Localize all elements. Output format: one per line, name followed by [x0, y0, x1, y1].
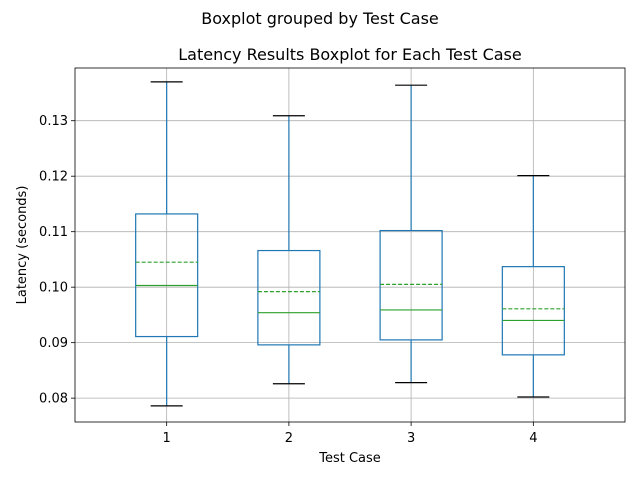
y-tick-label: 0.09: [39, 336, 68, 351]
y-tick-label: 0.08: [39, 392, 68, 407]
box-iqr: [135, 213, 199, 338]
chart-title: Latency Results Boxplot for Each Test Ca…: [178, 45, 521, 64]
ticks: 0.08 0.09 0.10 0.11 0.12 0.13 1 2 3 4: [39, 114, 537, 446]
box-group-2: [257, 115, 321, 385]
box-iqr: [501, 266, 565, 356]
plot-frame: [74, 67, 626, 423]
x-tick-label: 2: [285, 431, 293, 446]
x-axis-label: Test Case: [318, 451, 381, 466]
box-group-4: [501, 175, 565, 398]
x-tick-label: 1: [163, 431, 171, 446]
x-tick-label: 4: [529, 431, 537, 446]
box-iqr: [257, 249, 321, 346]
box-group-3: [379, 84, 443, 384]
box-group-1: [135, 81, 199, 407]
y-tick-label: 0.13: [39, 114, 68, 129]
boxes: [135, 81, 565, 407]
x-tick-label: 3: [407, 431, 415, 446]
y-tick-label: 0.10: [39, 281, 68, 296]
y-tick-label: 0.11: [39, 225, 68, 240]
y-axis-label: Latency (seconds): [15, 186, 30, 305]
box-iqr: [379, 229, 443, 341]
grid: [75, 68, 625, 422]
chart-suptitle: Boxplot grouped by Test Case: [201, 9, 439, 28]
y-tick-label: 0.12: [39, 170, 68, 185]
